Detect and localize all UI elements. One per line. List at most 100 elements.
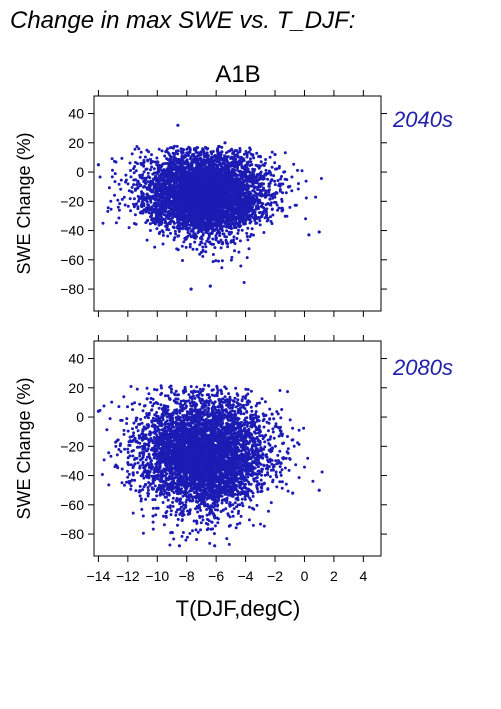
data-point <box>193 156 197 159</box>
data-point <box>201 233 205 237</box>
data-point <box>161 170 165 174</box>
data-point <box>132 197 136 201</box>
data-point <box>163 154 167 158</box>
data-point <box>252 177 256 181</box>
data-point <box>142 176 146 180</box>
data-point <box>145 167 149 171</box>
data-point <box>176 149 180 153</box>
data-point <box>180 162 184 166</box>
data-point <box>132 222 136 225</box>
data-point <box>235 177 239 181</box>
data-point <box>175 190 179 194</box>
data-point <box>161 209 165 213</box>
data-point <box>207 205 211 209</box>
data-point <box>145 238 149 242</box>
data-point <box>192 182 196 186</box>
data-point <box>162 184 166 188</box>
data-point <box>190 234 194 238</box>
data-point <box>219 246 223 250</box>
data-point <box>264 173 268 177</box>
data-point <box>229 216 233 220</box>
data-point <box>211 260 215 264</box>
data-point <box>271 213 275 217</box>
data-point <box>132 178 136 182</box>
data-point <box>210 231 214 235</box>
data-point <box>283 177 287 181</box>
data-point <box>227 163 230 167</box>
data-point <box>214 159 218 163</box>
data-point <box>238 239 242 243</box>
data-point <box>159 182 163 186</box>
data-point <box>188 232 192 236</box>
data-point <box>247 192 251 196</box>
data-point <box>209 187 213 191</box>
data-point <box>245 175 249 179</box>
data-point <box>204 153 208 157</box>
data-point <box>195 176 199 180</box>
data-point <box>236 204 240 208</box>
data-point <box>146 158 150 162</box>
data-point <box>270 165 274 169</box>
data-point <box>256 172 260 176</box>
data-point <box>180 151 184 155</box>
data-point <box>256 188 259 191</box>
data-point <box>250 195 253 199</box>
data-point <box>229 222 233 226</box>
data-point <box>236 210 240 214</box>
data-point <box>117 216 121 220</box>
data-point <box>174 151 178 155</box>
data-point <box>242 152 246 156</box>
data-point <box>220 145 224 149</box>
data-point <box>197 220 201 223</box>
data-point <box>211 208 215 212</box>
data-point <box>204 208 208 212</box>
data-point <box>258 201 262 205</box>
data-point <box>269 201 273 205</box>
data-point <box>160 149 164 153</box>
data-point <box>168 183 172 187</box>
data-point <box>128 197 132 201</box>
data-point <box>229 195 233 199</box>
data-point <box>217 223 221 227</box>
data-point <box>196 161 200 165</box>
data-point <box>258 188 262 192</box>
data-point <box>135 145 139 148</box>
data-point <box>277 166 281 170</box>
data-point <box>169 231 172 235</box>
data-point <box>224 218 228 222</box>
data-point <box>133 188 137 192</box>
data-point <box>164 224 168 228</box>
data-point <box>145 200 149 204</box>
data-point <box>150 165 154 169</box>
data-point <box>148 229 152 232</box>
data-point <box>190 197 194 201</box>
data-point <box>201 206 205 210</box>
data-point <box>200 150 204 154</box>
data-point <box>227 166 231 169</box>
data-point <box>146 171 150 175</box>
data-point <box>278 188 282 191</box>
data-point <box>173 236 177 240</box>
data-point <box>304 179 308 183</box>
data-point <box>176 211 180 215</box>
data-point <box>253 198 257 202</box>
data-point <box>235 237 239 240</box>
data-point <box>238 218 242 222</box>
data-point <box>166 161 169 165</box>
data-point <box>226 155 230 159</box>
data-point <box>231 203 235 207</box>
data-point <box>190 160 194 164</box>
data-point <box>225 225 229 229</box>
data-point <box>153 245 157 249</box>
data-point <box>280 209 284 213</box>
data-point <box>140 210 144 214</box>
data-point <box>249 152 253 156</box>
data-point <box>176 178 180 182</box>
data-point <box>237 221 241 225</box>
data-point <box>242 187 245 191</box>
data-point <box>164 220 168 224</box>
data-point <box>314 195 318 199</box>
data-point <box>236 215 240 218</box>
data-point <box>168 196 172 199</box>
data-point <box>113 172 117 176</box>
